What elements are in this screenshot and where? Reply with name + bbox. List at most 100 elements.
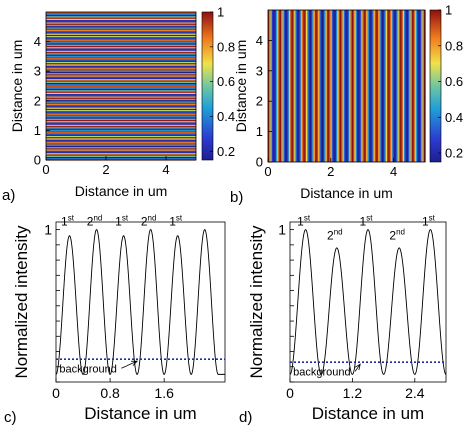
colorbar-tick-label: 1: [445, 3, 452, 18]
heatmap-band: [281, 10, 283, 162]
heatmap-band: [360, 10, 363, 162]
heatmap-band: [418, 10, 421, 162]
heatmap-band: [291, 10, 294, 162]
heatmap-band: [46, 156, 196, 159]
heatmap-band: [311, 10, 314, 162]
heatmap-band: [392, 10, 395, 162]
y-tick-label: 1: [34, 123, 41, 138]
x-tick-label: 2: [327, 164, 334, 179]
x-tick-label: 0.8: [100, 385, 120, 401]
heatmap-band: [283, 10, 286, 162]
heatmap-band: [46, 120, 196, 123]
plot-frame: [45, 11, 197, 161]
heatmap-band: [46, 95, 196, 98]
peak-label-suffix: st: [68, 214, 75, 223]
heatmap-band: [46, 98, 196, 101]
heatmap-band: [46, 141, 196, 144]
heatmap-band: [333, 10, 336, 162]
heatmap-band: [292, 10, 295, 162]
heatmap-band: [296, 10, 299, 162]
peak-label-number: 2: [87, 215, 94, 229]
heatmap-band: [312, 10, 315, 162]
heatmap-band: [387, 10, 389, 162]
heatmap-band: [394, 10, 397, 162]
heatmap-band: [282, 10, 285, 162]
y-axis-label: Normalized intensity: [247, 225, 266, 379]
heatmap-band: [316, 10, 319, 162]
peak-label-number: 1: [422, 215, 429, 229]
panel-d: 0 1.2 2.41 1st2nd1st2nd1stbackgroundDistanc…: [239, 214, 447, 426]
heatmap-band: [46, 44, 196, 46]
heatmap-band: [46, 39, 196, 41]
heatmap-band: [405, 10, 408, 162]
heatmap-band: [46, 142, 196, 145]
heatmap-band: [46, 111, 196, 114]
heatmap-band: [319, 10, 321, 162]
heatmap-band: [376, 10, 379, 162]
heatmap-band: [46, 135, 196, 138]
heatmap-band: [46, 69, 196, 72]
heatmap-band: [46, 92, 196, 94]
heatmap-band: [46, 94, 196, 97]
heatmap-band: [46, 97, 196, 99]
heatmap-band: [390, 10, 393, 162]
heatmap-band: [404, 10, 406, 162]
peak-label: 1st: [169, 214, 183, 229]
heatmap-band: [46, 53, 196, 56]
heatmap-band: [337, 10, 340, 162]
heatmap-band: [372, 10, 375, 162]
heatmap-band: [46, 35, 196, 38]
heatmap-band: [46, 49, 196, 51]
heatmap-band: [380, 10, 383, 162]
heatmap-band: [346, 10, 349, 162]
heatmap-band: [46, 86, 196, 88]
y-axis-label: Distance in um: [9, 40, 25, 133]
heatmap-band: [421, 10, 423, 162]
heatmap-band: [46, 50, 196, 53]
heatmap-band: [46, 90, 196, 93]
heatmap-band: [46, 42, 196, 45]
heatmap-band: [46, 16, 196, 19]
heatmap-band: [46, 52, 196, 55]
heatmap-band: [46, 46, 196, 49]
heatmap-band: [46, 55, 196, 57]
peak-label: 1st: [360, 214, 374, 229]
heatmap-band: [46, 148, 196, 151]
heatmap-band: [329, 10, 332, 162]
panel-label: d): [239, 409, 252, 426]
heatmap-band: [299, 10, 302, 162]
heatmap-band: [268, 10, 270, 162]
heatmap-band: [398, 10, 401, 162]
heatmap-band: [271, 10, 274, 162]
y-tick-label: 4: [256, 33, 263, 48]
peak-label: 2nd: [327, 227, 343, 242]
heatmap-band: [358, 10, 361, 162]
heatmap-band: [275, 10, 278, 162]
x-tick-label: 1.2: [343, 385, 363, 401]
annotation-arrow: [354, 363, 361, 372]
heatmap-band: [373, 10, 376, 162]
heatmap-band: [294, 10, 297, 162]
y-tick-label: 0: [256, 155, 263, 170]
heatmap-band: [46, 19, 196, 22]
heatmap-band: [46, 136, 196, 139]
heatmap-band: [46, 153, 196, 156]
heatmap-band: [274, 10, 277, 162]
heatmap-band: [46, 14, 196, 17]
heatmap-band: [400, 10, 403, 162]
heatmap-band: [46, 62, 196, 65]
heatmap-band: [364, 10, 367, 162]
heatmap-band: [46, 137, 196, 140]
heatmap-band: [389, 10, 392, 162]
heatmap-band: [46, 82, 196, 85]
heatmap-band: [302, 10, 304, 162]
heatmap-band: [46, 145, 196, 148]
heatmap-band: [46, 61, 196, 64]
heatmap-band: [46, 18, 196, 20]
heatmap-band: [46, 63, 196, 66]
peak-label: 1st: [115, 214, 129, 229]
heatmap-band: [46, 113, 196, 115]
y-tick-label: 2: [34, 93, 41, 108]
intensity-curve: [289, 229, 447, 375]
